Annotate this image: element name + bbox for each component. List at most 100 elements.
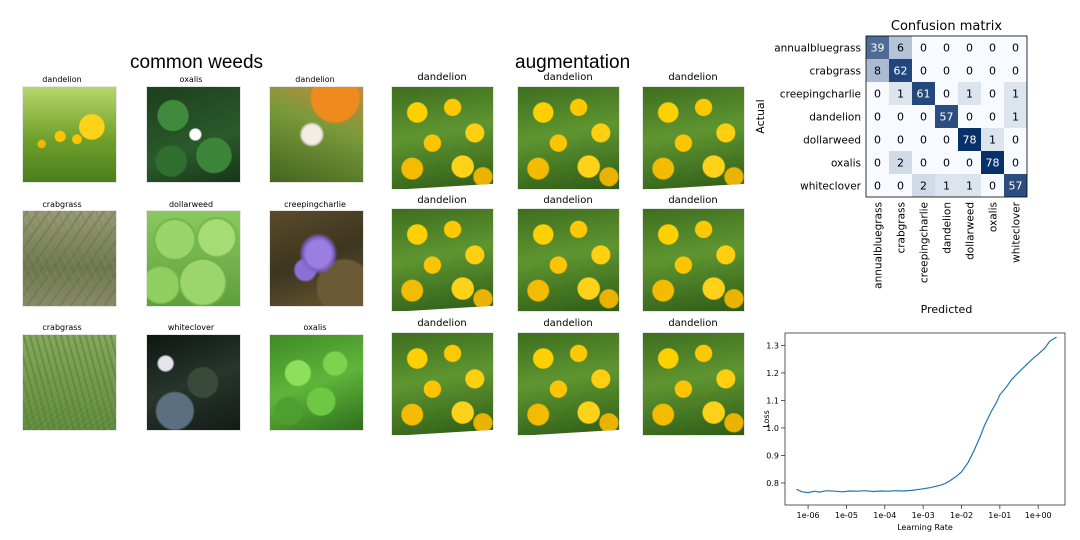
- dandelion-seedhead-photo: [269, 86, 364, 183]
- matrix-cell: [889, 128, 912, 151]
- cell-value: 0: [920, 111, 927, 124]
- matrix-cell: [958, 151, 981, 174]
- augmented-dandelion-photo: [517, 208, 620, 312]
- x-axis-label: Predicted: [921, 303, 973, 316]
- matrix-cell: [935, 36, 958, 59]
- augmented-dandelion-photo: [391, 332, 494, 436]
- cell-value: 1: [966, 88, 973, 101]
- augmentation-label: dandelion: [543, 318, 593, 329]
- matrix-cell: [912, 174, 935, 197]
- cell-value: 39: [871, 42, 885, 55]
- matrix-cell: [889, 174, 912, 197]
- x-tick-label: 1e-02: [950, 511, 973, 520]
- augmented-dandelion-photo: [642, 86, 745, 190]
- cell-value: 0: [1012, 157, 1019, 170]
- column-tick-label: annualbluegrass: [873, 202, 885, 289]
- loss-curve: [796, 336, 1057, 494]
- augmented-dandelion-photo: [642, 332, 745, 436]
- matrix-cell: [935, 59, 958, 82]
- cell-value: 0: [966, 157, 973, 170]
- cell-value: 61: [917, 88, 931, 101]
- cell-value: 0: [897, 180, 904, 193]
- matrix-cell: [981, 151, 1004, 174]
- augmentation-label: dandelion: [668, 195, 718, 206]
- cell-value: 57: [940, 111, 954, 124]
- augmented-dandelion-photo: [642, 208, 745, 312]
- cell-value: 0: [874, 111, 881, 124]
- matrix-cell: [958, 59, 981, 82]
- cell-value: 0: [966, 111, 973, 124]
- cell-value: 1: [1012, 111, 1019, 124]
- cell-value: 0: [920, 157, 927, 170]
- cell-value: 0: [989, 88, 996, 101]
- matrix-cell: [912, 59, 935, 82]
- cell-value: 1: [897, 88, 904, 101]
- matrix-cell: [866, 151, 889, 174]
- y-tick-label: 1.2: [766, 369, 779, 378]
- dandelion-photo: [22, 86, 117, 183]
- cell-value: 0: [943, 42, 950, 55]
- augmentation-label: dandelion: [417, 72, 467, 83]
- matrix-cell: [912, 128, 935, 151]
- matrix-cell: [866, 36, 889, 59]
- augmentation-label: dandelion: [668, 72, 718, 83]
- cell-value: 1: [943, 180, 950, 193]
- cell-value: 0: [989, 180, 996, 193]
- y-axis-label: Actual: [754, 99, 767, 133]
- matrix-cell: [889, 151, 912, 174]
- row-tick-label: annualbluegrass: [774, 43, 861, 55]
- whiteclover-photo: [146, 334, 241, 431]
- matrix-cell: [889, 105, 912, 128]
- weed-label: whiteclover: [167, 323, 215, 332]
- confusion-matrix-chart: Confusion matrix 39 6 0 0 0 0 0 8 62 0 0 0 0 0 0 1 61 0 1 0 1…: [754, 19, 1028, 316]
- matrix-cell: [1004, 36, 1027, 59]
- plot-frame: [784, 332, 1066, 506]
- cell-value: 0: [989, 65, 996, 78]
- cell-value: 0: [897, 134, 904, 147]
- augmentation-label: dandelion: [417, 318, 467, 329]
- matrix-cell: [866, 82, 889, 105]
- y-tick-label: 0.9: [766, 451, 779, 460]
- cell-value: 1: [1012, 88, 1019, 101]
- matrix-cell: [1004, 105, 1027, 128]
- augmented-dandelion-photo: [391, 208, 494, 312]
- matrix-cell: [935, 128, 958, 151]
- cell-value: 0: [920, 65, 927, 78]
- crabgrass-photo: [22, 210, 117, 307]
- matrix-cell: [1004, 174, 1027, 197]
- x-tick-label: 1e+00: [1025, 511, 1052, 520]
- cell-value: 0: [943, 134, 950, 147]
- y-tick-label: 0.8: [766, 479, 779, 488]
- dollarweed-photo: [146, 210, 241, 307]
- matrix-frame: [865, 35, 1028, 198]
- row-tick-label: creepingcharlie: [780, 89, 861, 101]
- cell-value: 0: [920, 42, 927, 55]
- y-tick-label: 1.0: [766, 424, 779, 433]
- matrix-cell: [935, 105, 958, 128]
- matrix-cell: [866, 174, 889, 197]
- cell-value: 0: [1012, 42, 1019, 55]
- cell-value: 0: [920, 134, 927, 147]
- weeds-section-title: common weeds: [130, 52, 264, 73]
- matrix-cell: [935, 151, 958, 174]
- matrix-cell: [1004, 59, 1027, 82]
- cell-value: 2: [897, 157, 904, 170]
- matrix-cell: [958, 105, 981, 128]
- cell-value: 2: [920, 180, 927, 193]
- matrix-cell: [1004, 151, 1027, 174]
- matrix-cell: [889, 36, 912, 59]
- matrix-cell: [866, 59, 889, 82]
- cell-value: 0: [989, 111, 996, 124]
- matrix-cell: [935, 174, 958, 197]
- y-axis-label: Loss: [762, 410, 771, 428]
- weed-label: creepingcharlie: [284, 200, 346, 209]
- augmentation-section-title: augmentation: [515, 52, 631, 73]
- row-tick-label: dandelion: [809, 112, 861, 124]
- matrix-cell: [981, 105, 1004, 128]
- matrix-cell: [912, 36, 935, 59]
- y-tick-label: 1.3: [766, 341, 779, 350]
- x-tick-label: 1e-05: [835, 511, 858, 520]
- column-tick-label: dandelion: [942, 202, 954, 254]
- cell-value: 78: [986, 157, 1000, 170]
- augmentation-label: dandelion: [543, 72, 593, 83]
